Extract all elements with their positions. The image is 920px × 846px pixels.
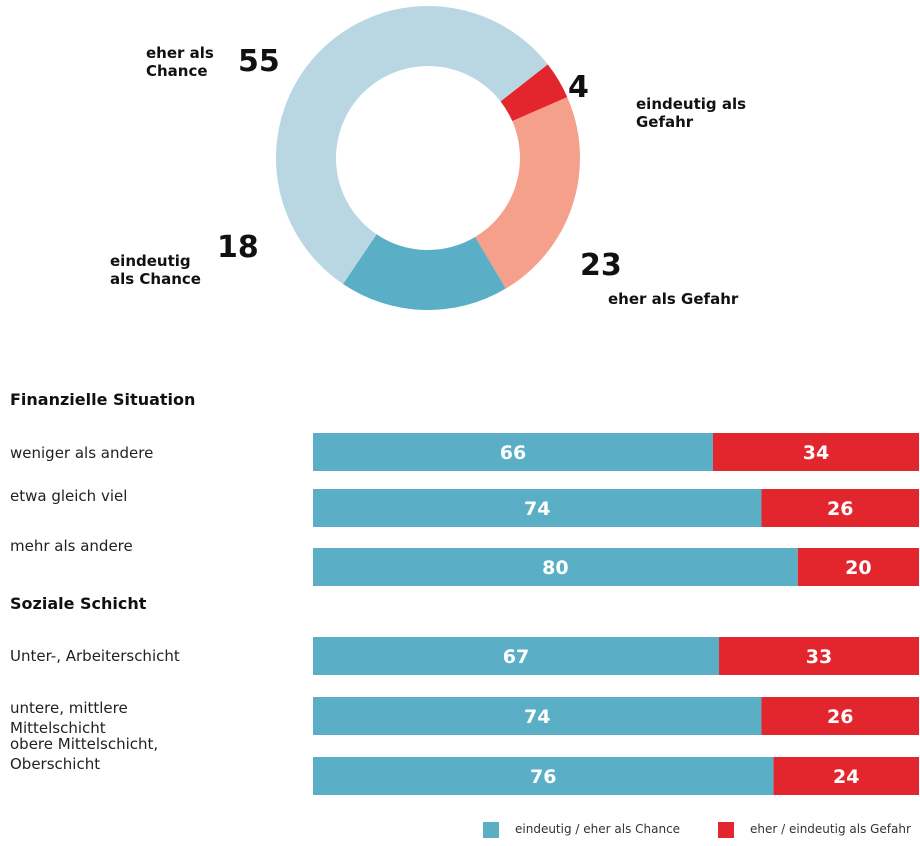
bar-value-label: 67 (503, 646, 529, 668)
bar-value-label: 33 (806, 646, 832, 668)
donut-slice (343, 234, 506, 310)
bar-segment (313, 697, 762, 735)
legend-swatch (718, 822, 734, 838)
bar-segment (761, 489, 919, 527)
row-label: weniger als andere (10, 444, 154, 462)
slice-label: eindeutig als Chance (110, 252, 201, 288)
bar-segment (712, 433, 919, 471)
bar-value-label: 74 (524, 498, 550, 520)
row-label: obere Mittelschicht, Oberschicht (10, 735, 159, 773)
bar-value-label: 20 (845, 557, 871, 579)
bar-segment (773, 757, 919, 795)
donut-slice (276, 6, 548, 285)
slice-value: 18 (217, 230, 259, 265)
bar-segment (313, 548, 798, 586)
donut-slice (475, 97, 580, 289)
bar-value-label: 24 (833, 766, 859, 788)
bar-value-label: 74 (524, 706, 550, 728)
slice-value: 4 (568, 70, 589, 105)
donut-slice (500, 64, 568, 122)
row-label: Unter-, Arbeiterschicht (10, 647, 180, 665)
row-label: mehr als andere (10, 537, 133, 555)
bar-segment (313, 757, 774, 795)
slice-value: 23 (580, 248, 622, 283)
group-title: Finanzielle Situation (10, 390, 196, 409)
bar-value-label: 76 (530, 766, 556, 788)
legend-label: eindeutig / eher als Chance (515, 822, 681, 836)
group-title: Soziale Schicht (10, 594, 147, 613)
bar-segment (313, 637, 720, 675)
legend-swatch (483, 822, 499, 838)
slice-value: 55 (238, 44, 280, 79)
row-label: untere, mittlere Mittelschicht (10, 699, 128, 737)
slice-label: eindeutig als Gefahr (636, 95, 747, 131)
slice-label: eher als Chance (146, 44, 214, 80)
slice-label: eher als Gefahr (608, 290, 739, 308)
bar-segment (761, 697, 919, 735)
bar-segment (313, 489, 762, 527)
bar-value-label: 26 (827, 706, 853, 728)
bar-segment (313, 433, 713, 471)
row-label: etwa gleich viel (10, 487, 128, 505)
bar-value-label: 34 (803, 442, 829, 464)
legend-label: eher / eindeutig als Gefahr (750, 822, 911, 836)
bar-value-label: 26 (827, 498, 853, 520)
bar-segment (719, 637, 919, 675)
bar-value-label: 66 (500, 442, 526, 464)
bar-segment (797, 548, 919, 586)
bar-value-label: 80 (542, 557, 568, 579)
